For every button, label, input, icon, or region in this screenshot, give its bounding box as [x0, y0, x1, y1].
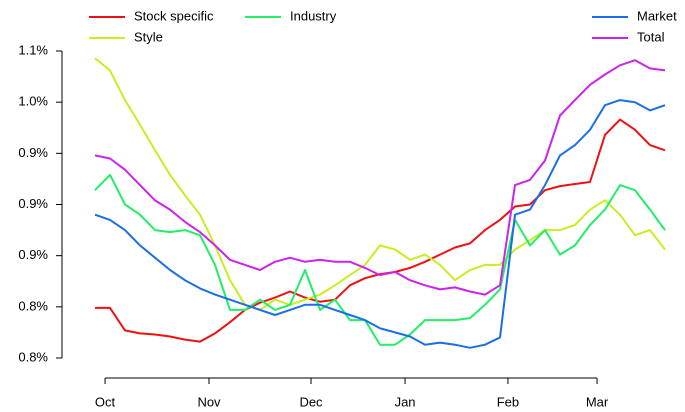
x-tick-label: Dec: [299, 394, 323, 409]
legend-label: Market: [637, 8, 677, 23]
x-tick-label: Oct: [95, 394, 116, 409]
y-tick-label: 0.8%: [18, 349, 48, 364]
y-tick-label: 1.1%: [18, 42, 48, 57]
y-tick-label: 0.8%: [18, 298, 48, 313]
x-tick-label: Nov: [197, 394, 221, 409]
legend-label: Stock specific: [134, 8, 214, 23]
x-tick-label: Mar: [586, 394, 609, 409]
series-line: [94, 57, 666, 311]
y-tick-label: 0.9%: [18, 145, 48, 160]
series-line: [94, 59, 666, 296]
series-line: [94, 99, 666, 349]
x-tick-label: Jan: [395, 394, 416, 409]
legend-label: Style: [134, 29, 163, 44]
x-tick-label: Feb: [497, 394, 519, 409]
series-line: [94, 173, 666, 346]
legend-label: Total: [637, 29, 665, 44]
y-tick-label: 0.9%: [18, 247, 48, 262]
legend-label: Industry: [290, 8, 337, 23]
y-tick-label: 1.0%: [18, 94, 48, 109]
y-tick-label: 0.9%: [18, 196, 48, 211]
